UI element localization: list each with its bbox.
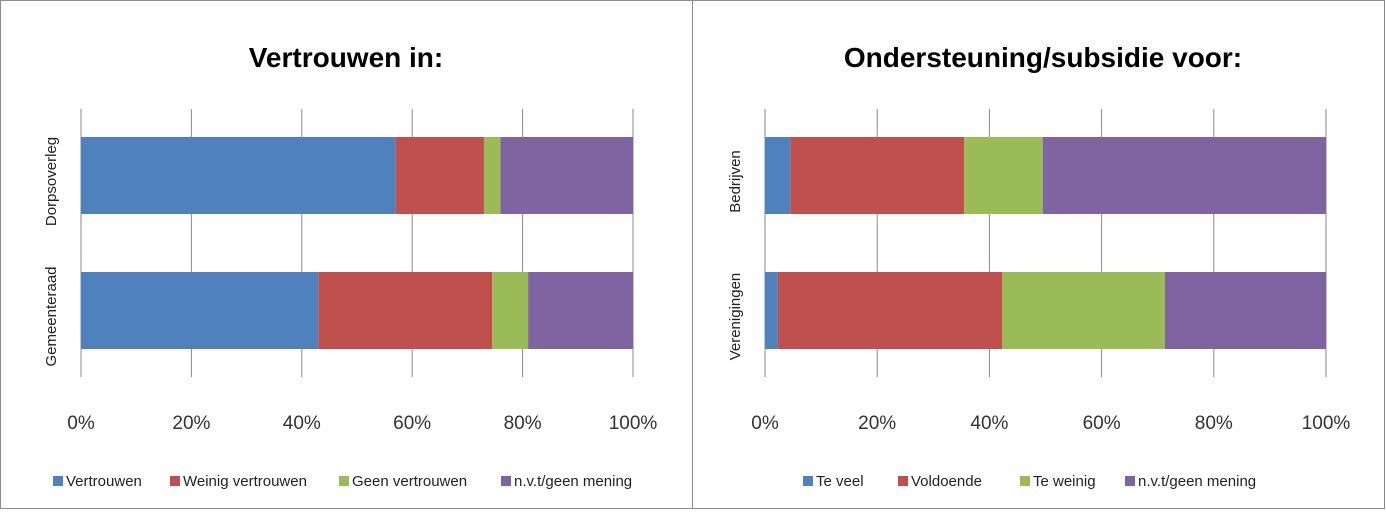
legend-swatch-geen-vertrouwen [339, 476, 349, 486]
chart-title: Vertrouwen in: [249, 42, 443, 73]
chart-ondersteuning: Ondersteuning/subsidie voor: 0% 20% 40% 60% 8… [727, 42, 1351, 490]
legend-swatch-weinig-vertrouwen [170, 476, 180, 486]
x-tick-label: 80% [1195, 413, 1233, 434]
x-tick-label: 80% [504, 413, 542, 434]
bar-segment-gemeenteraad-vertrouwen [81, 272, 319, 349]
legend-label-n-v-t-geen-mening: n.v.t/geen mening [514, 473, 632, 490]
x-tick-label: 60% [393, 413, 431, 434]
bar-segment-gemeenteraad-n-v-t-geen-mening [528, 272, 633, 349]
category-label-verenigingen: Verenigingen [727, 273, 744, 361]
legend-label-n-v-t-geen-mening: n.v.t/geen mening [1138, 473, 1256, 490]
legend-label-te-weinig: Te weinig [1033, 473, 1096, 490]
x-tick-label: 100% [1302, 413, 1351, 434]
x-tick-label: 40% [283, 413, 321, 434]
bar-segment-gemeenteraad-geen-vertrouwen [492, 272, 529, 349]
x-tick-label: 20% [172, 413, 210, 434]
bar-segment-bedrijven-te-weinig [964, 137, 1043, 214]
chart-panel-ondersteuning: Ondersteuning/subsidie voor: 0% 20% 40% 60% 8… [692, 0, 1385, 509]
bar-segment-verenigingen-te-weinig [1002, 272, 1165, 349]
x-tick-label: 0% [67, 413, 95, 434]
legend-label-weinig-vertrouwen: Weinig vertrouwen [183, 473, 307, 490]
legend-swatch-n-v-t-geen-mening [1125, 476, 1135, 486]
category-label-bedrijven: Bedrijven [727, 150, 744, 213]
legend-swatch-te-weinig [1020, 476, 1030, 486]
bar-segment-verenigingen-te-veel [765, 272, 778, 349]
bar-segment-verenigingen-n-v-t-geen-mening [1164, 272, 1326, 349]
legend-swatch-vertrouwen [53, 476, 63, 486]
bar-segment-gemeenteraad-weinig-vertrouwen [318, 272, 493, 349]
legend: Vertrouwen Weinig vertrouwen Geen vertrouw… [53, 473, 632, 490]
bar-segment-verenigingen-voldoende [777, 272, 1003, 349]
legend-label-voldoende: Voldoende [911, 473, 982, 490]
legend-swatch-te-veel [803, 476, 813, 486]
chart-vertrouwen: Vertrouwen in: 0% 20% 40% 60% 80% 100% Dorpsove… [43, 42, 658, 490]
bar-segment-bedrijven-te-veel [765, 137, 791, 214]
bar-segment-bedrijven-voldoende [790, 137, 965, 214]
x-tick-label: 100% [609, 413, 658, 434]
legend-label-geen-vertrouwen: Geen vertrouwen [352, 473, 467, 490]
chart-panel-vertrouwen: Vertrouwen in: 0% 20% 40% 60% 80% 100% Dorpsove… [0, 0, 693, 509]
bar-segment-bedrijven-n-v-t-geen-mening [1042, 137, 1326, 214]
x-tick-label: 0% [751, 413, 779, 434]
bar-segment-dorpsoverleg-n-v-t-geen-mening [500, 137, 633, 214]
category-label-dorpsoverleg: Dorpsoverleg [43, 137, 60, 226]
category-label-gemeenteraad: Gemeenteraad [43, 266, 60, 366]
legend: Te veel Voldoende Te weinig n.v.t/geen meni… [803, 473, 1256, 490]
x-tick-label: 40% [970, 413, 1008, 434]
legend-label-vertrouwen: Vertrouwen [66, 473, 142, 490]
legend-swatch-voldoende [898, 476, 908, 486]
legend-swatch-n-v-t-geen-mening [501, 476, 511, 486]
legend-label-te-veel: Te veel [816, 473, 864, 490]
x-tick-label: 60% [1083, 413, 1121, 434]
bar-segment-dorpsoverleg-geen-vertrouwen [483, 137, 501, 214]
chart-title: Ondersteuning/subsidie voor: [844, 42, 1242, 73]
x-tick-label: 20% [858, 413, 896, 434]
bar-segment-dorpsoverleg-weinig-vertrouwen [395, 137, 484, 214]
bar-segment-dorpsoverleg-vertrouwen [81, 137, 396, 214]
